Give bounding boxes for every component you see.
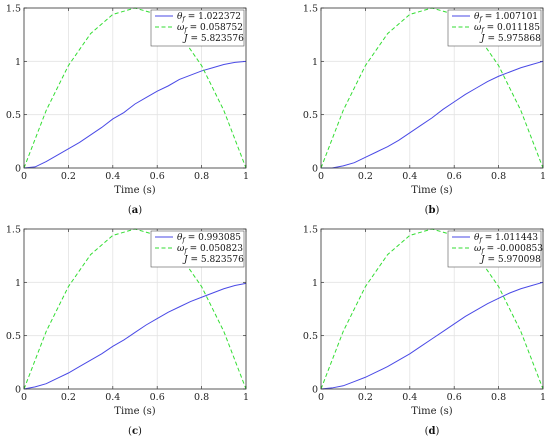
panel-label: (b) [425, 205, 440, 216]
y-tick-label: 1 [312, 57, 318, 68]
x-tick-label: 0.4 [402, 392, 417, 403]
y-tick-label: 1 [15, 57, 21, 68]
y-tick-label: 1 [15, 278, 21, 289]
axes-frame [320, 228, 544, 390]
y-tick-label: 1.5 [6, 225, 21, 236]
y-tick-label: 1.5 [303, 225, 318, 236]
panel-label: (d) [425, 426, 440, 437]
y-tick-label: 0.5 [303, 331, 318, 342]
x-tick-label: 0.2 [61, 392, 76, 403]
x-tick-label: 1 [540, 392, 546, 403]
y-tick-label: 0.5 [6, 331, 21, 342]
panel-label: (a) [128, 205, 142, 216]
legend-box [150, 9, 245, 47]
axes-frame [320, 7, 544, 169]
legend-entry: J = 5.823576 [182, 255, 244, 265]
x-tick-label: 1 [243, 392, 249, 403]
y-tick-label: 1.5 [303, 4, 318, 15]
y-tick-label: 0.5 [303, 110, 318, 121]
legend-entry: θf = 1.011443 [474, 233, 538, 244]
x-axis-label: Time (s) [411, 406, 452, 417]
x-axis-label: Time (s) [411, 185, 452, 196]
panel-label: (c) [128, 426, 142, 437]
x-tick-label: 0.6 [447, 171, 462, 182]
series-line-theta [321, 60, 544, 169]
legend-entry: ωf = 0.058752 [177, 23, 243, 34]
series-line-theta [320, 281, 544, 390]
x-tick-label: 0.8 [194, 392, 209, 403]
x-tick-label: 1 [243, 171, 249, 182]
legend-entry: J = 5.970098 [479, 255, 541, 265]
x-axis-label: Time (s) [114, 185, 155, 196]
x-tick-label: 0.2 [358, 392, 373, 403]
axes-frame [23, 7, 247, 169]
x-tick-label: 0 [21, 171, 27, 182]
legend-entry: θf = 0.993085 [177, 233, 241, 244]
y-tick-label: 0 [15, 164, 21, 175]
legend-entry: ωf = -0.000853 [474, 244, 543, 255]
y-tick-label: 0.5 [6, 110, 21, 121]
x-tick-label: 0 [318, 171, 324, 182]
axes-frame [23, 228, 247, 390]
series-line-theta [23, 60, 247, 169]
x-tick-label: 0.8 [194, 171, 209, 182]
legend-entry: θf = 1.007101 [474, 12, 538, 23]
legend-entry: J = 5.823576 [182, 34, 244, 44]
x-tick-label: 0 [318, 392, 324, 403]
x-tick-label: 0.2 [61, 171, 76, 182]
y-tick-label: 0 [312, 385, 318, 396]
y-tick-label: 1 [312, 278, 318, 289]
legend-entry: ωf = 0.011185 [474, 23, 540, 34]
x-tick-label: 0.8 [491, 392, 506, 403]
x-tick-label: 0.4 [402, 171, 417, 182]
x-axis-label: Time (s) [114, 406, 155, 417]
y-tick-label: 0 [15, 385, 21, 396]
legend-entry: ωf = 0.050823 [177, 244, 243, 255]
x-tick-label: 0.4 [105, 392, 120, 403]
x-tick-label: 0.6 [150, 171, 165, 182]
x-tick-label: 0.4 [105, 171, 120, 182]
y-tick-label: 0 [312, 164, 318, 175]
x-tick-label: 0.6 [447, 392, 462, 403]
series-line-theta [23, 282, 247, 390]
x-tick-label: 0 [21, 392, 27, 403]
x-tick-label: 1 [540, 171, 546, 182]
x-tick-label: 0.2 [358, 171, 373, 182]
x-tick-label: 0.8 [491, 171, 506, 182]
x-tick-label: 0.6 [150, 392, 165, 403]
y-tick-label: 1.5 [6, 4, 21, 15]
legend-entry: J = 5.975868 [479, 34, 541, 44]
legend-entry: θf = 1.022372 [177, 12, 241, 23]
